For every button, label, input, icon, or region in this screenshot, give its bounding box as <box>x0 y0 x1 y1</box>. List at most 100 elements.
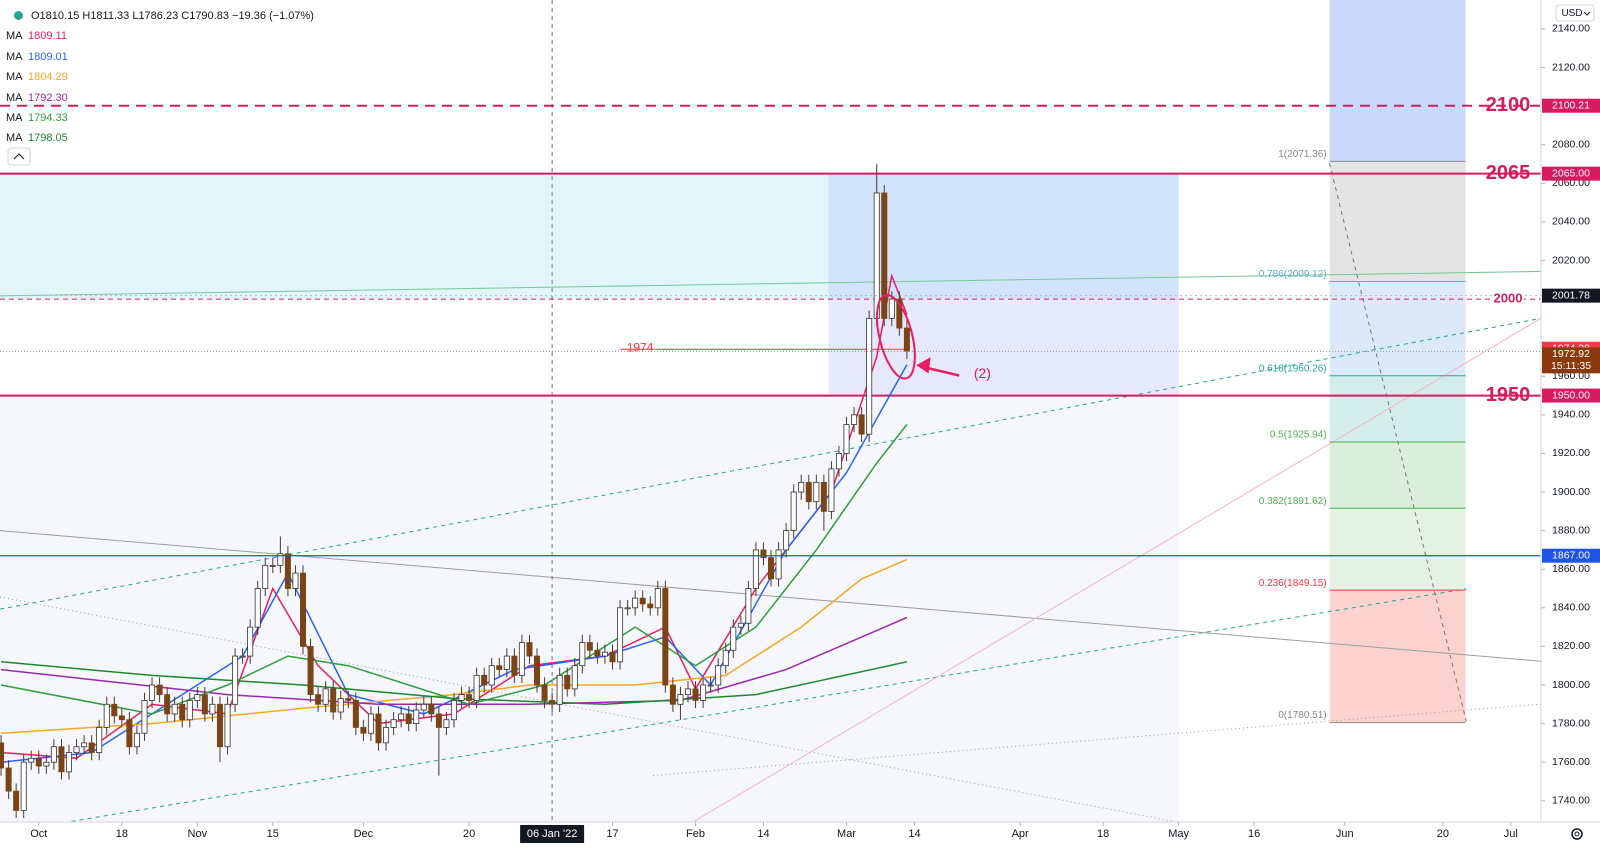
annotation: (2) <box>974 365 991 381</box>
candle-body <box>345 698 352 701</box>
candle-body <box>126 719 133 748</box>
candle-body <box>13 790 20 811</box>
candle-body <box>118 715 125 721</box>
candle-body <box>367 713 374 734</box>
candle-body <box>662 588 669 686</box>
x-tick-label: 16 <box>1248 828 1260 840</box>
y-tick-label: 2080.00 <box>1552 138 1590 150</box>
candle-body <box>141 700 148 734</box>
candle-body <box>58 746 65 773</box>
candle-body <box>194 694 201 701</box>
candle-body <box>903 327 910 352</box>
candle-body <box>88 742 95 753</box>
candle-body <box>284 553 291 589</box>
candle-body <box>413 709 420 724</box>
candle-body <box>737 622 744 628</box>
candle-body <box>617 607 624 663</box>
candle-body <box>443 719 450 728</box>
level-label: 2100 <box>1486 94 1531 116</box>
ma-legend: MA 1809.11 MA 1809.01 MA 1804.29 MA 1792.30 MA 17… <box>6 26 314 148</box>
candle-body <box>96 727 103 753</box>
collapse-button[interactable] <box>7 147 31 166</box>
x-tick-label: May <box>1168 828 1189 840</box>
candle-body <box>843 424 850 454</box>
candle-body <box>828 468 835 512</box>
x-tick-label: 20 <box>1437 828 1449 840</box>
candle-body <box>50 746 57 763</box>
candle-body <box>488 665 495 686</box>
candle-body <box>768 557 775 580</box>
candle-body <box>760 549 767 559</box>
candle-body <box>428 703 435 715</box>
price-tag-sub: 15:11:35 <box>1551 360 1591 372</box>
candle-body <box>654 588 661 609</box>
ma-value: 1809.11 <box>28 30 67 43</box>
x-tick-label: Apr <box>1012 828 1029 840</box>
time-axis-bg <box>0 822 1600 850</box>
candle-body <box>624 607 631 610</box>
candle-body <box>835 453 842 470</box>
ohlc: O1810.15 H1811.33 L1786.23 C1790.83 −19.… <box>31 10 314 22</box>
ma-value: 1798.05 <box>28 132 68 145</box>
candle-body <box>292 572 299 589</box>
trend-line <box>693 317 1542 822</box>
candle-body <box>458 694 465 701</box>
y-tick-label: 1800.00 <box>1552 679 1590 691</box>
annotations <box>875 293 960 380</box>
marks: 1(2071.36) 0.786(2009.12) 0.618(1960.26) 0.… <box>0 0 1541 822</box>
x-tick-label: Jun <box>1336 828 1354 840</box>
price-tag-label: 1972.92 <box>1552 348 1590 360</box>
fib-label: 0.236(1849.15) <box>1259 578 1327 589</box>
ma-value: 1804.29 <box>28 71 68 84</box>
fib-label: 0.382(1891.62) <box>1259 496 1327 507</box>
zone <box>0 173 829 300</box>
y-tick-label: 1760.00 <box>1552 756 1590 768</box>
ma-name: MA <box>6 91 23 104</box>
price-tag <box>1542 166 1600 181</box>
fib-top <box>1329 0 1466 162</box>
zones <box>0 0 1466 723</box>
trend-line <box>71 588 1467 822</box>
level-label: 2065 <box>1486 162 1531 184</box>
candle-body <box>564 674 571 690</box>
x-tick-label: 18 <box>1097 828 1109 840</box>
fib-band <box>1329 375 1466 442</box>
price-axis-bg <box>1541 0 1600 850</box>
marker-label: 1974 <box>627 340 654 354</box>
candle-body <box>873 192 880 319</box>
fib-label: 0.5(1925.94) <box>1270 430 1327 441</box>
y-tick-label: 1900.00 <box>1552 486 1590 498</box>
ma-row: MA 1804.29 <box>6 67 314 87</box>
crosshair-tag <box>520 825 585 843</box>
candle-body <box>896 298 903 329</box>
candle-body <box>398 713 405 721</box>
price-tag <box>1542 98 1600 113</box>
fib-label: 0.618(1960.26) <box>1259 363 1327 374</box>
candle-body <box>322 688 329 705</box>
highlight-ellipse <box>875 293 916 380</box>
candle-body <box>405 713 412 724</box>
ma-name: MA <box>6 112 23 125</box>
candle-body <box>745 588 752 624</box>
candle-body <box>790 491 797 532</box>
ohlc-row: O1810.15 H1811.33 L1786.23 C1790.83 −19.… <box>6 6 314 26</box>
x-tick-label: Feb <box>686 828 705 840</box>
candle-body <box>352 700 359 728</box>
candle-body <box>73 746 80 753</box>
x-tick-label: 15 <box>267 828 279 840</box>
candle-body <box>684 688 691 696</box>
candle-body <box>496 665 503 670</box>
candle-body <box>805 481 812 503</box>
currency-button[interactable] <box>1555 4 1595 22</box>
price-tag-label: 2001.78 <box>1552 289 1590 301</box>
settings-icon[interactable] <box>1571 828 1583 840</box>
candle-body <box>43 761 50 767</box>
candle-body <box>330 688 337 713</box>
candle-body <box>35 757 42 767</box>
ma-row: MA 1809.01 <box>6 47 314 67</box>
candle-body <box>534 655 541 686</box>
ma-name: MA <box>6 50 23 63</box>
x-tick-label: 14 <box>757 828 769 840</box>
candle-body <box>639 597 646 605</box>
